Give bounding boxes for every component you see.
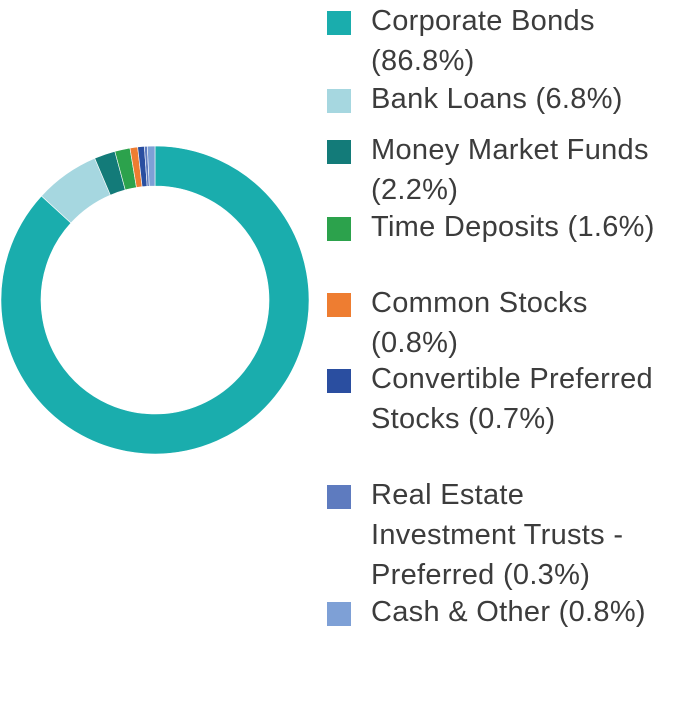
legend-label: Time Deposits (1.6%) <box>371 211 655 243</box>
donut-slice-7 <box>146 145 156 187</box>
donut-chart-svg <box>0 145 310 455</box>
legend-swatch <box>327 89 351 113</box>
legend-label: Real Estate Investment Trusts - Preferre… <box>371 479 624 591</box>
legend-swatch <box>327 217 351 241</box>
legend-label: Bank Loans (6.8%) <box>371 83 623 115</box>
legend-swatch <box>327 11 351 35</box>
legend-swatch <box>327 602 351 626</box>
legend-swatch <box>327 369 351 393</box>
legend-label: Cash & Other (0.8%) <box>371 596 646 628</box>
legend-swatch <box>327 140 351 164</box>
legend-swatch <box>327 485 351 509</box>
legend-label: Common Stocks (0.8%) <box>371 287 588 359</box>
legend-swatch <box>327 293 351 317</box>
legend-label: Money Market Funds (2.2%) <box>371 134 649 206</box>
donut-slice-0 <box>0 145 310 455</box>
legend-label: Corporate Bonds (86.8%) <box>371 5 595 77</box>
legend-label: Convertible Preferred Stocks (0.7%) <box>371 363 653 435</box>
